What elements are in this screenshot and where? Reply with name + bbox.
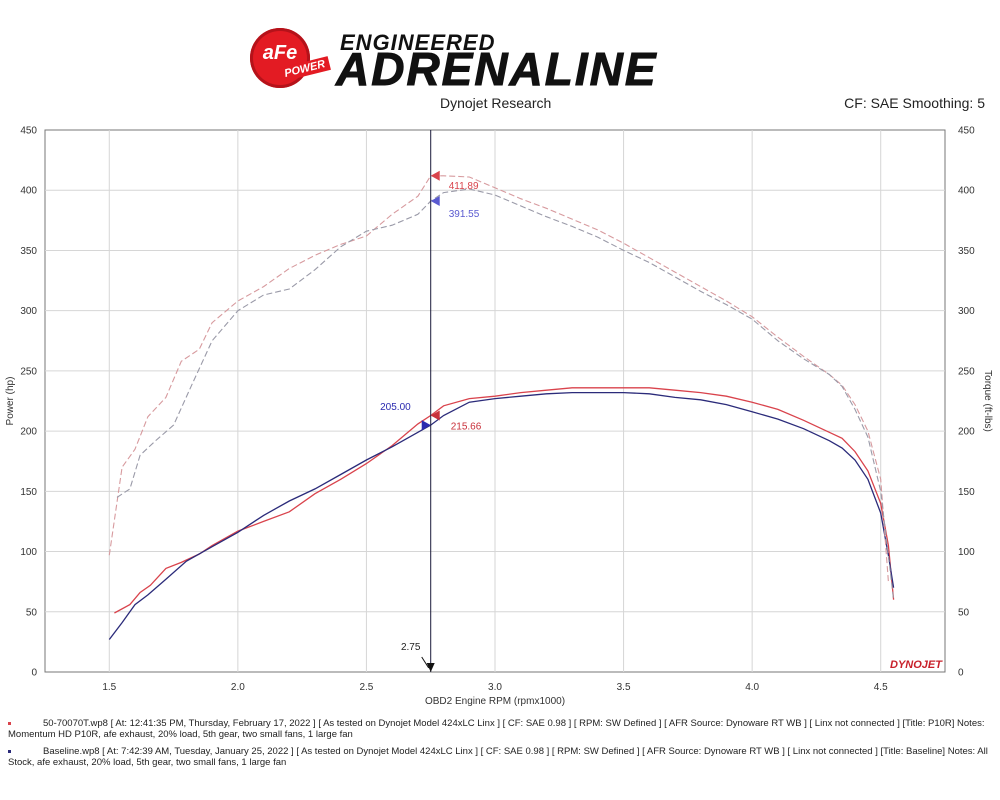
x-tick-label: 3.5: [617, 682, 631, 693]
y-axis-label-left: Power (hp): [5, 377, 16, 426]
y-tick-label-left: 100: [20, 547, 37, 558]
cursor-value-label: 411.89: [449, 181, 479, 192]
run-note-p10r: 50-70070T.wp8 [ At: 12:41:35 PM, Thursda…: [8, 718, 985, 729]
dyno-chart: 1.5 2.0 2.5 3.0 3.5 4.0 4.5 0 0 50 50 100 100 150 150 2…: [5, 126, 993, 708]
y-tick-label-left: 150: [20, 487, 37, 498]
y-tick-label-left: 300: [20, 306, 37, 317]
x-axis-label: OBD2 Engine RPM (rpmx1000): [425, 696, 565, 707]
cursor-value-arrow: [421, 420, 431, 431]
afe-logo-text: aFe: [262, 42, 298, 64]
cursor-value-arrow: [430, 196, 440, 207]
y-tick-label-right: 250: [958, 366, 975, 377]
series-line-p10r-torque: [108, 175, 889, 582]
x-tick-label: 3.0: [488, 682, 502, 693]
run-note-p10r-text: 50-70070T.wp8 [ At: 12:41:35 PM, Thursda…: [43, 718, 985, 729]
chart-subtitle-right: CF: SAE Smoothing: 5: [844, 95, 985, 111]
y-tick-label-right: 100: [958, 547, 975, 558]
y-tick-label-right: 0: [958, 668, 964, 679]
cursor-value-arrow: [430, 170, 440, 181]
y-tick-label-left: 0: [31, 668, 37, 679]
brand-tagline-main: ADRENALINE: [336, 43, 658, 96]
brand-tagline-top: ENGINEERED: [340, 30, 496, 55]
p10r-marker-icon: [8, 721, 11, 725]
afe-logo-badge: aFe: [250, 28, 310, 88]
y-tick-label-left: 50: [26, 607, 38, 618]
y-tick-label-left: 250: [20, 366, 37, 377]
y-tick-label-left: 450: [20, 126, 37, 137]
cursor-value-arrow: [430, 410, 440, 421]
cursor-value-label: 215.66: [451, 421, 482, 432]
chart-subtitle-left: Dynojet Research: [440, 95, 552, 111]
run-note-p10r-continued: Momentum HD P10R, afe exhaust, 20% load,…: [8, 729, 353, 740]
y-tick-label-right: 350: [958, 246, 975, 257]
y-tick-label-right: 150: [958, 487, 975, 498]
x-tick-label: 4.5: [874, 682, 888, 693]
x-tick-label: 1.5: [102, 682, 116, 693]
y-tick-label-left: 200: [20, 427, 37, 438]
run-note-baseline-text: Baseline.wp8 [ At: 7:42:39 AM, Tuesday, …: [43, 746, 988, 757]
y-tick-label-left: 400: [20, 186, 37, 197]
series-line-baseline-power: [108, 391, 895, 640]
run-note-baseline: Baseline.wp8 [ At: 7:42:39 AM, Tuesday, …: [8, 746, 988, 757]
y-tick-label-right: 200: [958, 427, 975, 438]
y-tick-label-right: 50: [958, 607, 970, 618]
y-axis-label-right: Torque (ft-lbs): [982, 370, 993, 432]
x-tick-label: 2.0: [231, 682, 245, 693]
rpm-cursor-leader: [421, 656, 430, 669]
y-tick-label-right: 400: [958, 186, 975, 197]
header: aFe POWER ENGINEERED ADRENALINE Dynojet …: [0, 0, 1000, 120]
run-note-baseline-continued: Stock, afe exhaust, 20% load, 5th gear, …: [8, 757, 287, 768]
y-tick-label-right: 450: [958, 126, 975, 137]
x-tick-label: 2.5: [359, 682, 373, 693]
y-tick-label-left: 350: [20, 246, 37, 257]
rpm-cursor-arrow: [426, 663, 435, 672]
rpm-cursor-label: 2.75: [401, 642, 421, 653]
dynojet-watermark: DYNOJET: [890, 659, 943, 671]
baseline-marker-icon: [8, 749, 11, 753]
y-tick-label-right: 300: [958, 306, 975, 317]
cursor-value-label: 205.00: [380, 402, 411, 413]
cursor-value-label: 391.55: [449, 209, 480, 220]
x-tick-label: 4.0: [745, 682, 759, 693]
